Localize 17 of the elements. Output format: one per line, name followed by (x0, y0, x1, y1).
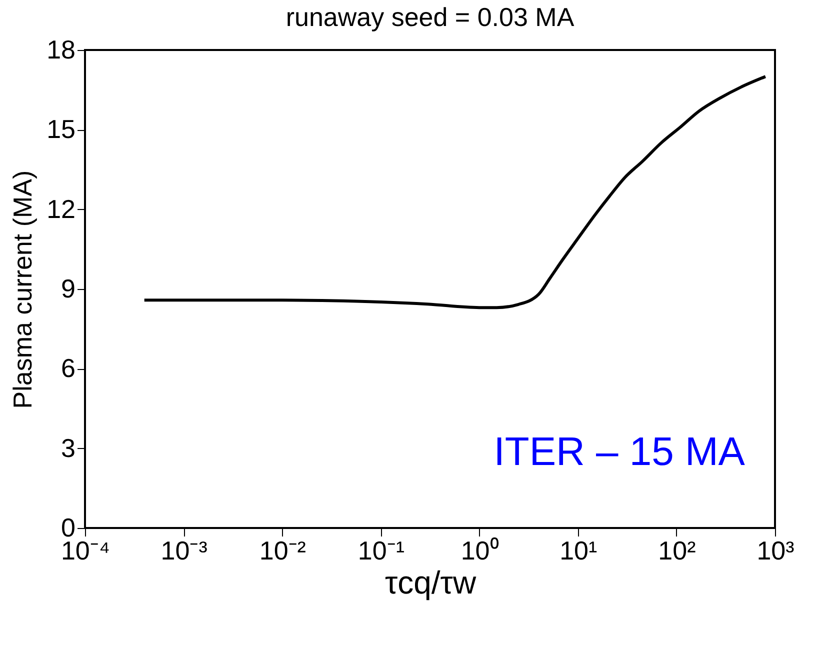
x-tick-label: 10¹ (560, 536, 598, 566)
y-tick-label: 9 (61, 274, 76, 304)
chart-title: runaway seed = 0.03 MA (286, 2, 575, 32)
x-tick-label: 10⁰ (460, 536, 499, 566)
x-tick-label: 10⁻² (259, 536, 306, 566)
y-tick-label: 6 (61, 353, 76, 384)
y-axis-title: Plasma current (MA) (8, 170, 38, 409)
x-tick-label: 10³ (756, 536, 795, 566)
x-tick-label: 10⁻¹ (358, 536, 405, 566)
x-axis-title: τcq/τw (384, 564, 477, 600)
y-tick-label: 3 (61, 432, 76, 463)
y-tick-label: 12 (46, 194, 76, 224)
y-tick-label: 15 (46, 114, 76, 144)
annotation: ITER – 15 MA (494, 430, 746, 474)
x-tick-label: 10² (658, 536, 696, 566)
y-tick-label: 18 (46, 34, 76, 64)
x-tick-label: 10⁻³ (160, 536, 208, 566)
